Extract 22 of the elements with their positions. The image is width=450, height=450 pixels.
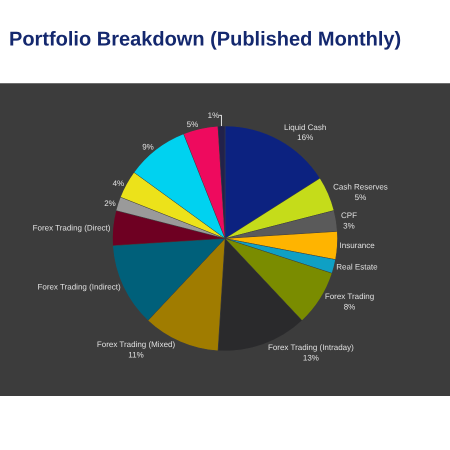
slice-label: Liquid Cash <box>284 122 326 132</box>
data-label: 8% <box>344 302 356 312</box>
data-label: 9% <box>142 142 154 152</box>
data-label: 3% <box>343 221 355 230</box>
data-label: 16% <box>297 133 314 142</box>
slice-label: Insurance <box>340 241 376 250</box>
slice-label: Forex Trading (Mixed) <box>96 340 176 350</box>
slice-label: Real Estate <box>336 262 378 272</box>
slice-label: Forex Trading (Intraday) <box>268 343 354 352</box>
slice-label: Cash Reserves <box>333 182 388 192</box>
data-label: 5% <box>186 120 198 129</box>
data-label: 4% <box>112 178 124 188</box>
slice-label: Forex Trading <box>324 292 374 301</box>
data-label: 11% <box>128 350 144 360</box>
slice-label: Forex Trading (Indirect) <box>37 282 121 292</box>
slice-label: Forex Trading (Direct) <box>32 223 111 232</box>
slice-label: CPF <box>340 210 358 220</box>
data-label: 1% <box>208 110 220 120</box>
data-label: 13% <box>302 354 319 363</box>
chart-title: Portfolio Breakdown (Published Monthly) <box>9 28 402 50</box>
data-label: 2% <box>104 198 116 208</box>
data-label: 5% <box>354 192 366 202</box>
